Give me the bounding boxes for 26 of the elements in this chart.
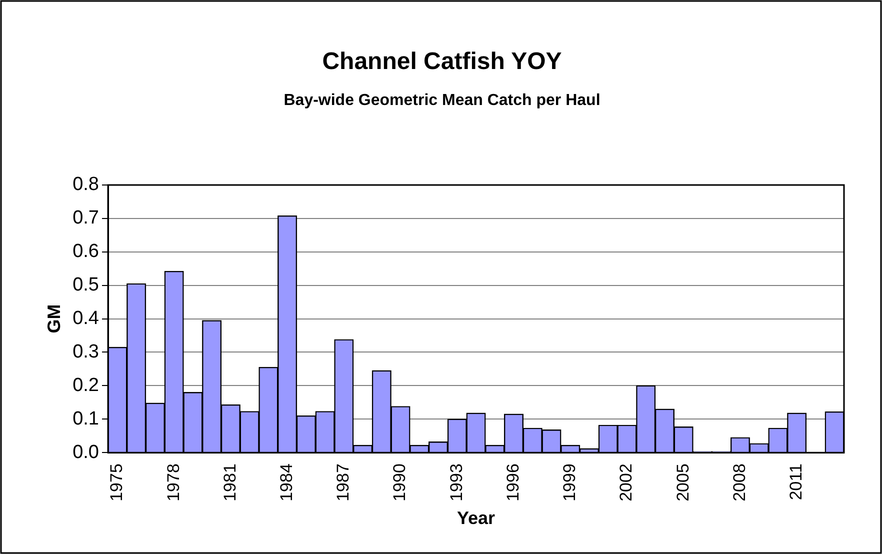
x-tick-label: 1990 [390,464,410,502]
x-tick-label: 1993 [446,464,466,502]
x-tick-label: 1975 [107,464,126,502]
y-axis-title: GM [44,304,64,334]
y-tick-label: 0.5 [72,274,100,296]
chart-title: Channel Catfish YOY [322,48,562,76]
y-tick-label: 0.1 [72,408,100,430]
x-tick-label: 1996 [503,464,522,502]
x-axis-title: Year [456,508,496,528]
chart-subtitle: Bay-wide Geometric Mean Catch per Haul [284,92,600,109]
x-tick-label: 2008 [730,464,749,502]
y-tick-label: 0.8 [72,174,100,196]
y-tick-label: 0.0 [72,442,100,463]
x-tick-label: 1981 [220,464,240,502]
y-tick-label: 0.4 [72,308,100,330]
x-tick-label: 1984 [276,464,296,502]
y-tick-label: 0.2 [72,374,100,396]
x-tick-label: 2011 [786,464,806,500]
x-tick-label: 1999 [560,464,580,502]
y-tick-label: 0.7 [72,208,100,229]
y-tick-label: 0.6 [72,241,100,262]
x-tick-label: 2005 [673,464,692,502]
y-tick-label: 0.3 [72,341,100,362]
x-tick-label: 1987 [334,464,353,502]
x-tick-label: 1978 [164,464,183,502]
x-tick-label: 2002 [616,464,636,502]
